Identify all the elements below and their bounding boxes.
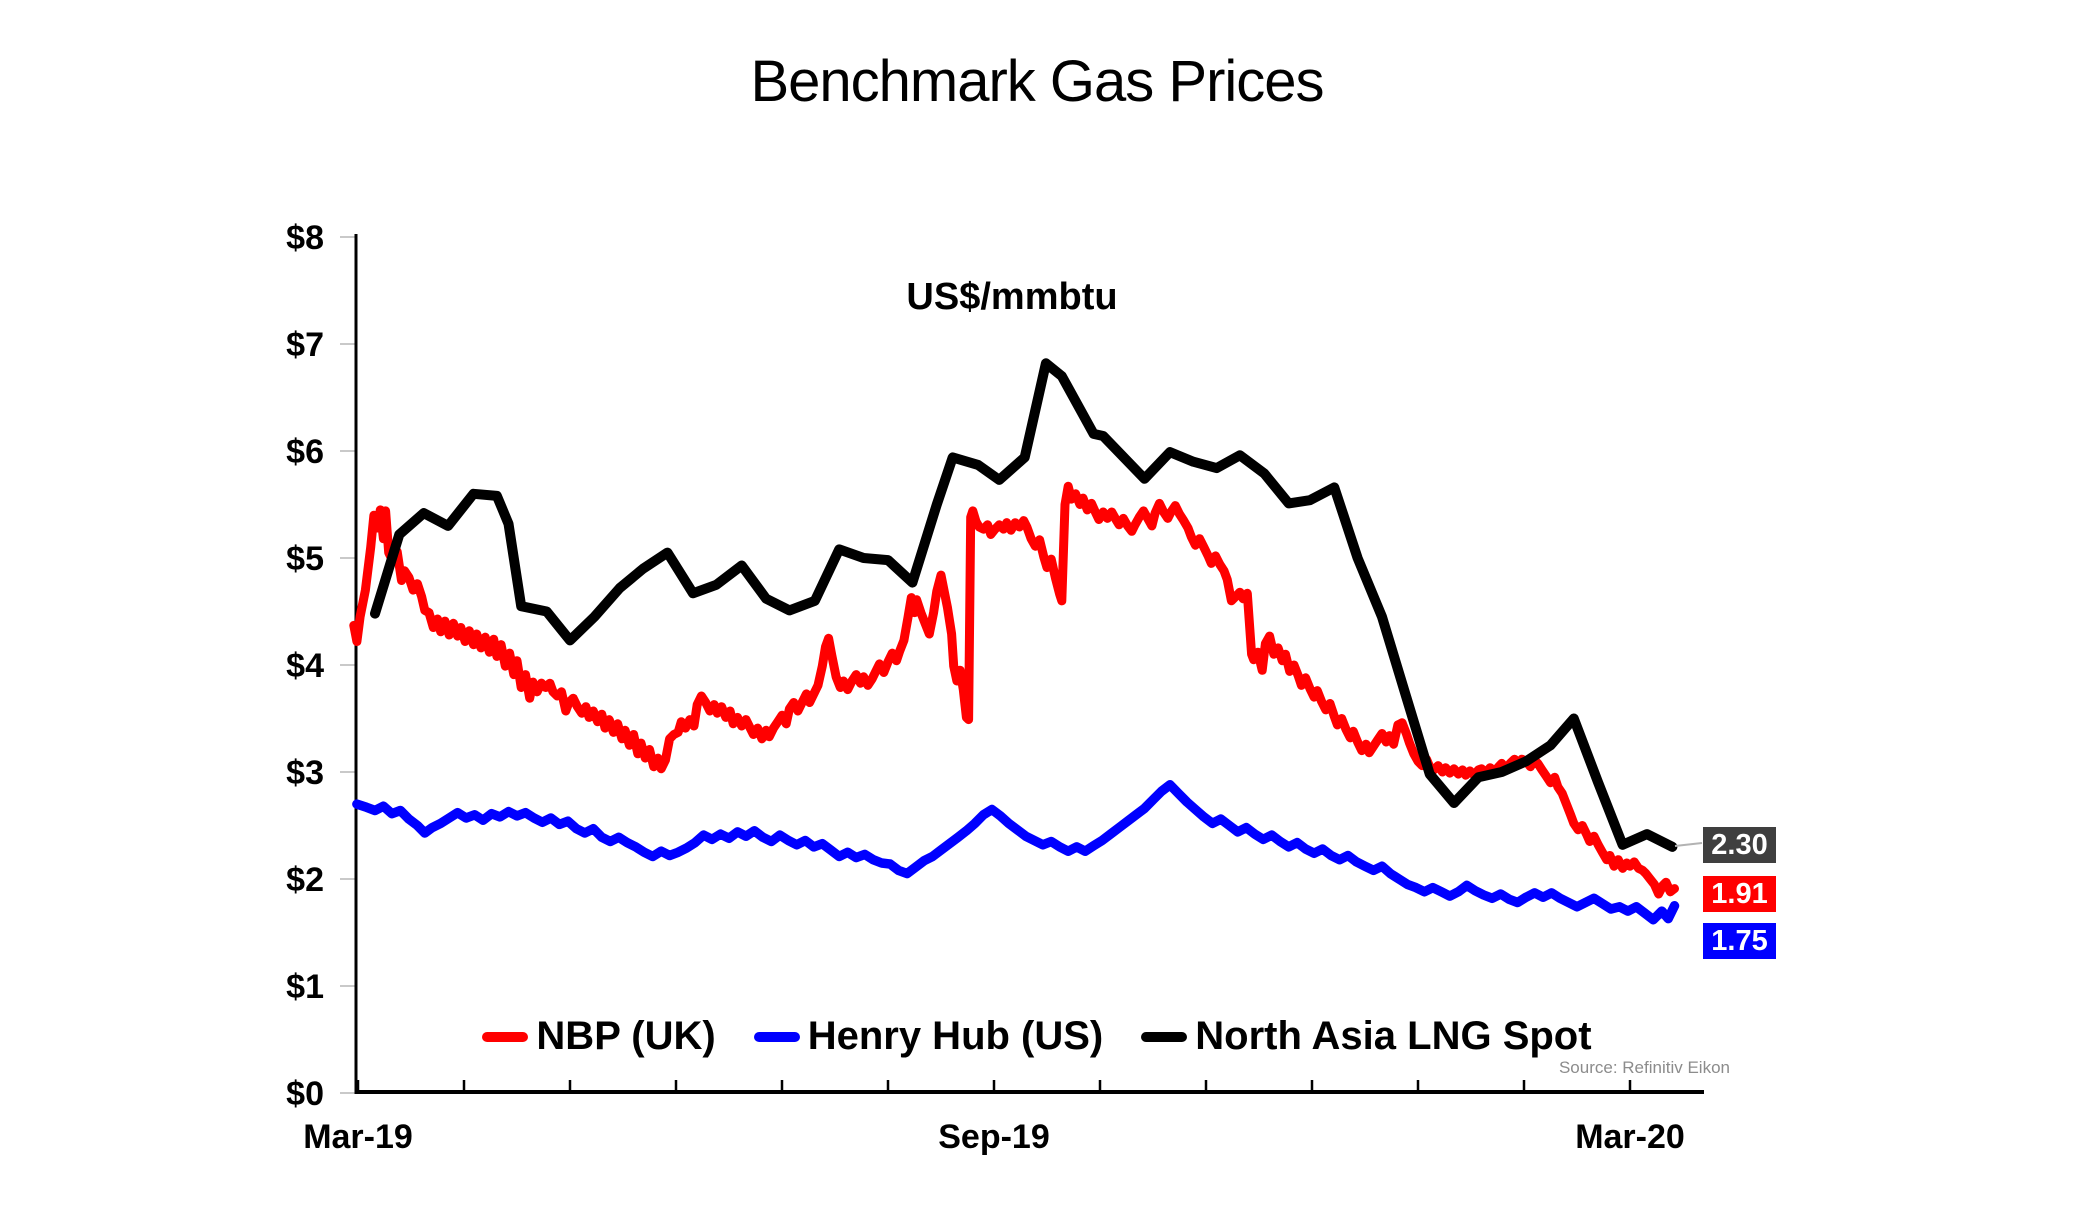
series-henry-hub xyxy=(352,780,1680,925)
y-axis-label: $7 xyxy=(286,326,324,364)
x-axis-label: Sep-19 xyxy=(938,1118,1050,1156)
legend-label-lng-spot: North Asia LNG Spot xyxy=(1195,1014,1592,1058)
y-axis-label: $6 xyxy=(286,433,324,471)
legend-label-nbp: NBP (UK) xyxy=(536,1014,716,1058)
legend-swatch-henry-hub xyxy=(753,1031,800,1042)
series-nbp xyxy=(349,481,1679,899)
series-lng-spot xyxy=(370,358,1678,852)
legend-item-nbp: NBP (UK) xyxy=(482,1014,716,1059)
source-note: Source: Refinitiv Eikon xyxy=(1558,1058,1730,1077)
legend-item-henry-hub: Henry Hub (US) xyxy=(753,1014,1104,1059)
legend-label-henry-hub: Henry Hub (US) xyxy=(807,1014,1104,1058)
legend-swatch-nbp xyxy=(482,1031,529,1042)
end-value-2.30: 2.30 xyxy=(1703,827,1776,863)
y-axis-label: $0 xyxy=(286,1075,324,1113)
end-value-1.75: 1.75 xyxy=(1703,923,1776,959)
y-axis-label: $3 xyxy=(286,754,324,792)
y-axis-label: $2 xyxy=(286,861,324,899)
chart-title: Benchmark Gas Prices xyxy=(750,49,1324,114)
legend-item-lng-spot: North Asia LNG Spot xyxy=(1141,1014,1592,1059)
y-axis-label: $8 xyxy=(286,219,324,257)
x-axis-label: Mar-19 xyxy=(303,1118,413,1156)
y-axis-label: $1 xyxy=(286,968,324,1006)
y-axis-label: $4 xyxy=(286,647,324,685)
x-axis-label: Mar-20 xyxy=(1575,1118,1685,1156)
legend-swatch-lng-spot xyxy=(1141,1031,1188,1042)
legend: NBP (UK) Henry Hub (US) North Asia LNG Spo… xyxy=(0,1014,2074,1059)
leader-line xyxy=(1674,842,1703,847)
unit-label: US$/mmbtu xyxy=(906,276,1118,318)
end-value-1.91: 1.91 xyxy=(1703,876,1776,912)
y-axis-label: $5 xyxy=(286,540,324,578)
